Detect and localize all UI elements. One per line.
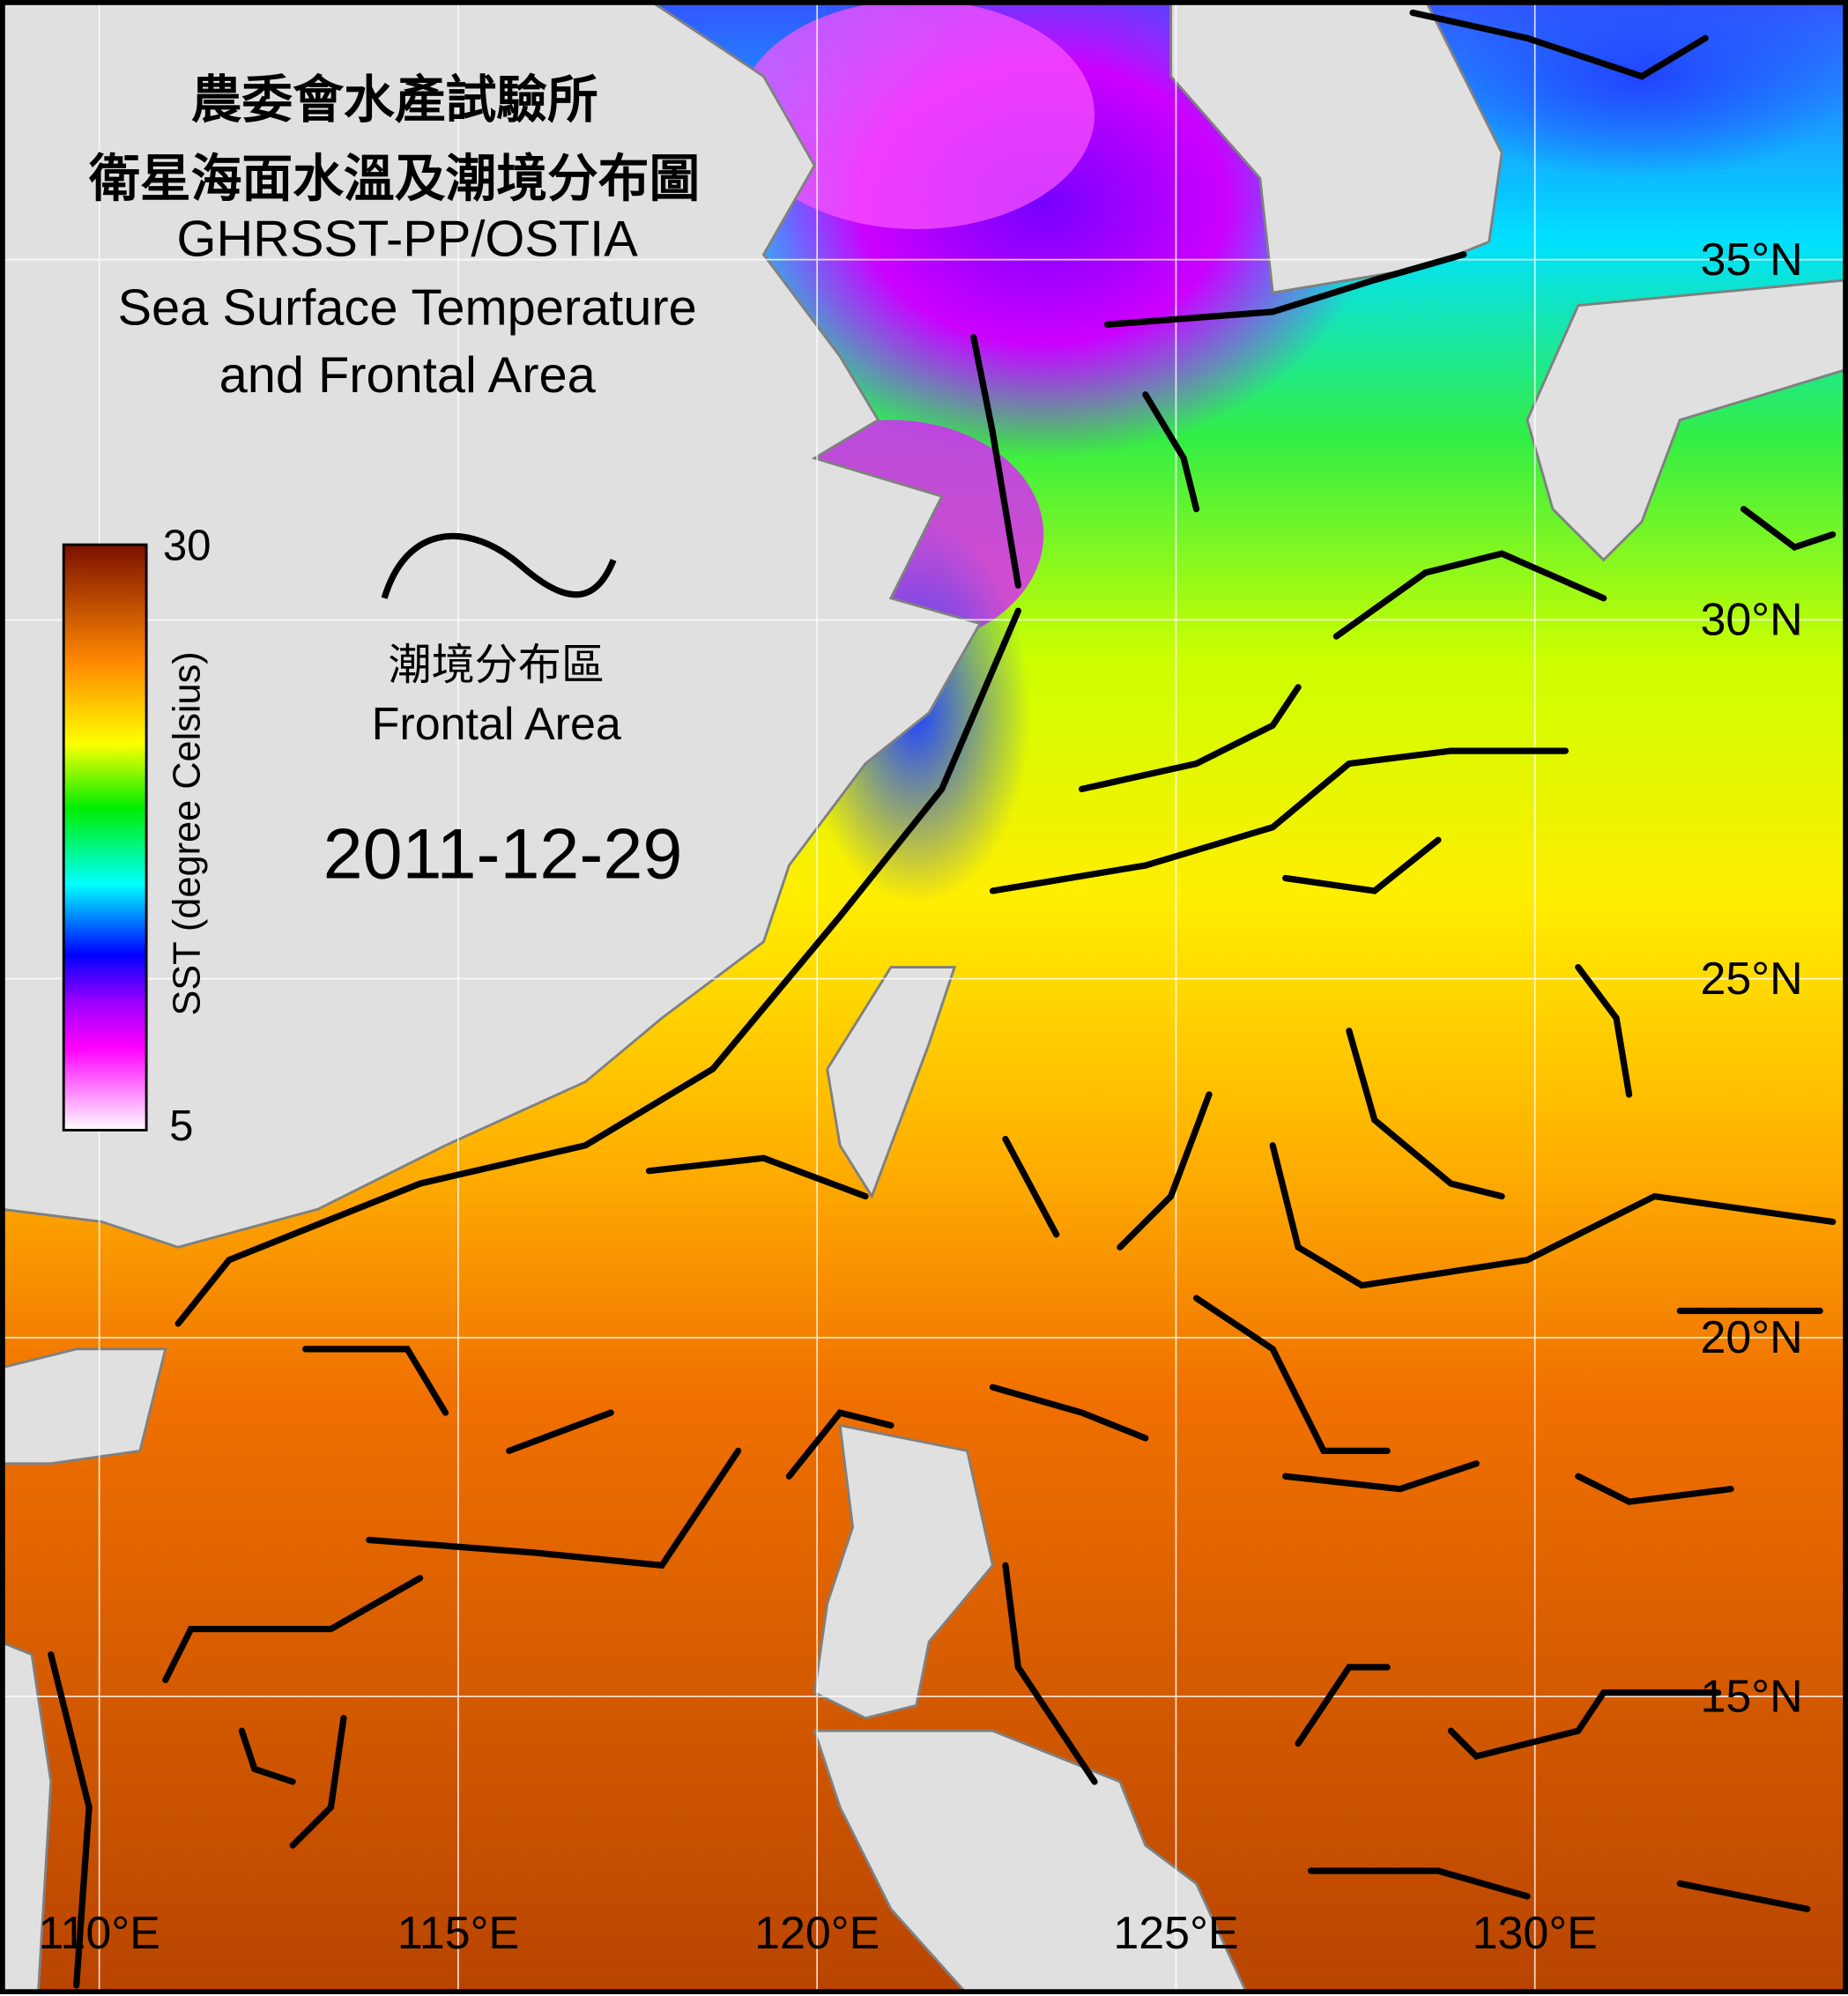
title-zh-line2: 衛星海面水溫及潮境分布圖 — [89, 150, 701, 209]
land-luzon — [813, 1423, 995, 1720]
colorbar-min-label: 5 — [169, 1102, 194, 1151]
lon-label: 125°E — [1113, 1906, 1239, 1959]
colorbar-title: SST (degree Celsius) — [167, 651, 209, 1016]
land-china — [0, 0, 983, 1249]
title-en-line3: and Frontal Area — [219, 347, 596, 404]
title-zh-line1: 農委會水產試驗所 — [190, 70, 598, 130]
lon-label: 115°E — [397, 1906, 520, 1959]
colorbar-max-label: 30 — [162, 522, 212, 571]
frontal-lines — [48, 9, 1837, 1989]
land-vietnam — [0, 1640, 53, 1995]
lat-label: 20°N — [1700, 1310, 1803, 1363]
land-taiwan — [826, 966, 957, 1199]
map-date: 2011-12-29 — [323, 812, 683, 894]
legend-frontal-en: Frontal Area — [371, 697, 621, 750]
land-hainan — [0, 1347, 167, 1465]
lon-label: 120°E — [754, 1906, 880, 1959]
land-visayas-mindanao — [813, 1729, 1249, 1995]
lat-label: 15°N — [1700, 1669, 1803, 1723]
lat-label: 30°N — [1700, 592, 1803, 646]
lon-label: 130°E — [1472, 1906, 1598, 1959]
wave-line-icon — [381, 532, 617, 599]
colorbar — [62, 543, 148, 1132]
title-en-line1: GHRSST-PP/OSTIA — [176, 211, 638, 268]
lon-label: 110°E — [38, 1906, 160, 1959]
legend-frontal-zh: 潮境分布區 — [388, 640, 605, 692]
title-en-line2: Sea Surface Temperature — [117, 279, 697, 337]
lat-label: 35°N — [1700, 233, 1803, 286]
lat-label: 25°N — [1700, 952, 1803, 1005]
